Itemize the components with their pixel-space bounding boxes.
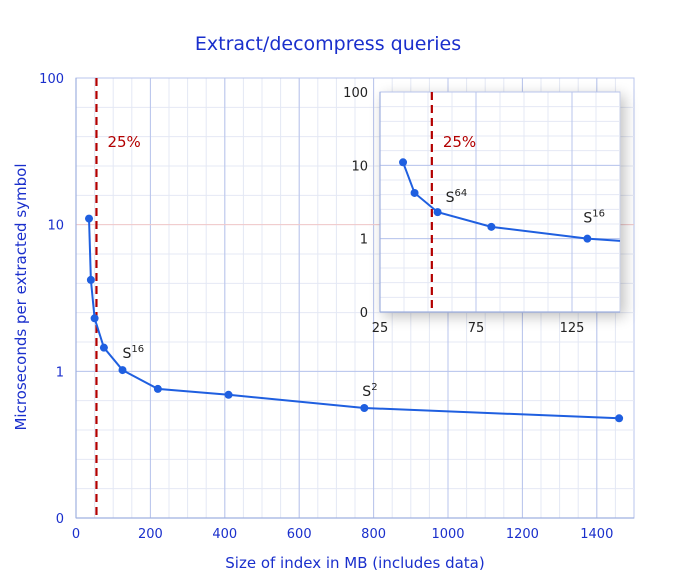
y-tick-label: 0 — [56, 512, 64, 527]
data-point — [615, 414, 624, 423]
inset-data-point — [410, 188, 419, 197]
data-point — [224, 390, 233, 399]
inset-y-tick-label: 100 — [343, 86, 368, 101]
inset-threshold-label: 25% — [443, 133, 476, 151]
inset-y-tick-label: 10 — [351, 159, 368, 174]
x-tick-label: 1400 — [580, 527, 613, 542]
data-point — [90, 314, 99, 323]
x-tick-label: 0 — [72, 527, 80, 542]
data-point — [153, 384, 162, 393]
inset-data-point — [583, 234, 592, 243]
chart-title: Extract/decompress queries — [195, 33, 461, 55]
y-tick-label: 1 — [56, 365, 64, 380]
threshold-label: 25% — [107, 133, 140, 151]
y-tick-label: 10 — [47, 219, 64, 234]
x-tick-label: 1000 — [431, 527, 464, 542]
inset-y-tick-label: 0 — [360, 306, 368, 321]
data-point — [360, 404, 369, 412]
x-tick-label: 600 — [287, 527, 312, 542]
inset-series-line — [402, 161, 621, 242]
x-tick-label: 200 — [138, 527, 163, 542]
inset-x-tick-label: 75 — [468, 321, 485, 336]
x-tick-label: 1200 — [506, 527, 539, 542]
x-tick-label: 800 — [361, 527, 386, 542]
inset-x-tick-label: 125 — [560, 321, 585, 336]
data-point — [85, 214, 94, 223]
data-point — [118, 366, 127, 375]
data-point — [86, 275, 95, 284]
inset-data-point — [399, 158, 408, 167]
x-tick-label: 400 — [212, 527, 237, 542]
inset-data-point — [487, 222, 496, 231]
inset-x-tick-label: 25 — [372, 321, 389, 336]
data-point — [99, 343, 108, 352]
inset-data-point — [433, 208, 442, 217]
y-axis-title: Microseconds per extracted symbol — [12, 163, 30, 430]
inset-y-tick-label: 1 — [360, 233, 368, 248]
x-axis-title: Size of index in MB (includes data) — [225, 554, 484, 572]
y-tick-label: 100 — [39, 72, 64, 87]
